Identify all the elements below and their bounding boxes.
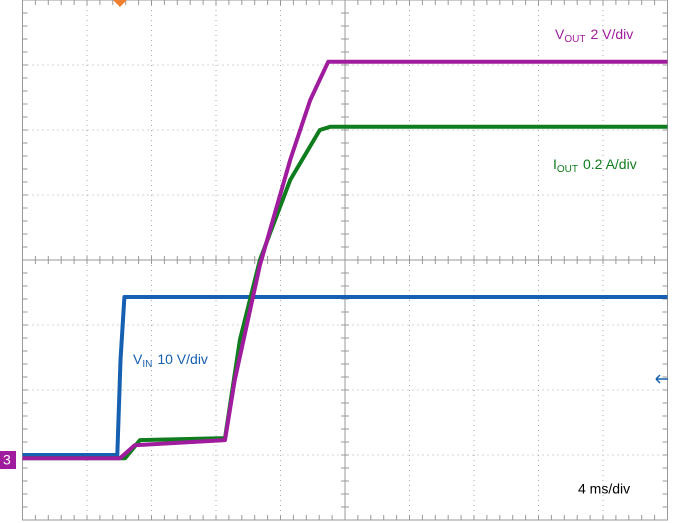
- label-sub: IN: [142, 359, 152, 370]
- label-sub: OUT: [557, 164, 578, 175]
- label-scale: 2 V/div: [590, 26, 633, 42]
- label-scale: 0.2 A/div: [583, 156, 637, 172]
- trigger-marker: [113, 0, 127, 7]
- channel-marker: 3: [3, 452, 11, 468]
- trace: [22, 59, 668, 461]
- label-scale: 10 V/div: [157, 351, 208, 367]
- label-main: V: [555, 26, 565, 42]
- trace-label: IOUT 0.2 A/div: [553, 156, 637, 175]
- trace-label: VIN 10 V/div: [133, 351, 208, 370]
- label-main: I: [553, 156, 557, 172]
- time-scale: 4 ms/div: [578, 481, 630, 497]
- trace-label: VOUT 2 V/div: [555, 26, 633, 45]
- label-sub: OUT: [564, 34, 585, 45]
- label-main: V: [133, 351, 143, 367]
- channel-marker-box: [0, 451, 16, 469]
- trace: [22, 295, 668, 457]
- trigger-level-arrow: [655, 374, 668, 384]
- frame: [22, 0, 668, 521]
